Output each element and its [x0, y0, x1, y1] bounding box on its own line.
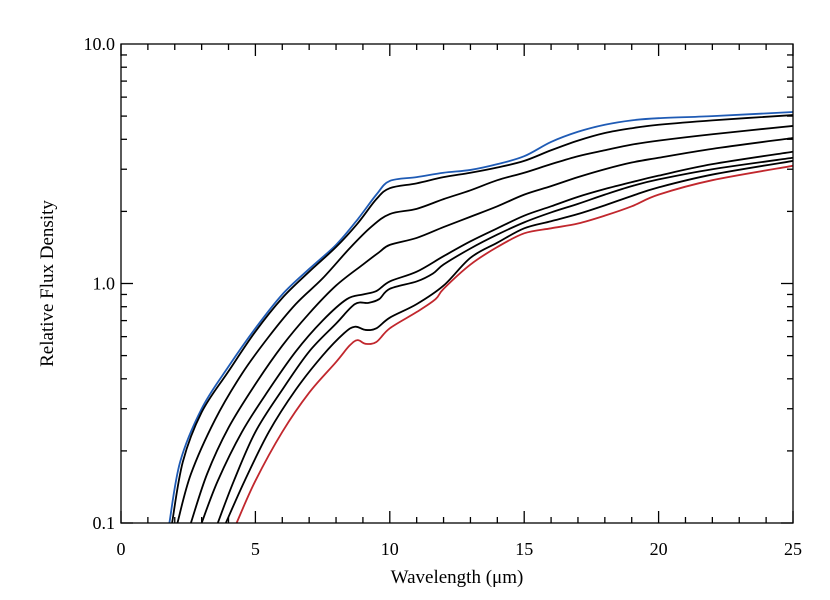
series-line-8 — [235, 164, 793, 523]
x-tick-label: 25 — [784, 539, 802, 559]
x-tick-label: 5 — [251, 539, 260, 559]
x-tick-label: 0 — [117, 539, 126, 559]
y-axis-title: Relative Flux Density — [37, 200, 58, 367]
series-line-4 — [189, 137, 793, 523]
series-line-2 — [171, 114, 793, 523]
series-line-7 — [224, 160, 793, 523]
y-tick-label: 10.0 — [84, 34, 116, 54]
x-ticks: 0 5 10 15 20 25 — [117, 44, 802, 559]
x-tick-label: 20 — [650, 539, 668, 559]
series-line-1 — [168, 111, 793, 523]
plot-frame — [120, 43, 794, 524]
x-tick-label: 15 — [515, 539, 533, 559]
series-line-5 — [200, 150, 793, 523]
x-tick-label: 10 — [381, 539, 399, 559]
series-line-3 — [176, 125, 793, 523]
y-tick-label: 0.1 — [93, 513, 116, 533]
series-group — [168, 111, 793, 523]
series-line-6 — [216, 156, 793, 523]
y-tick-label: 1.0 — [93, 274, 116, 294]
y-ticks: 0.1 1.0 10.0 — [84, 34, 793, 533]
x-axis-title: Wavelength (μm) — [391, 567, 524, 588]
